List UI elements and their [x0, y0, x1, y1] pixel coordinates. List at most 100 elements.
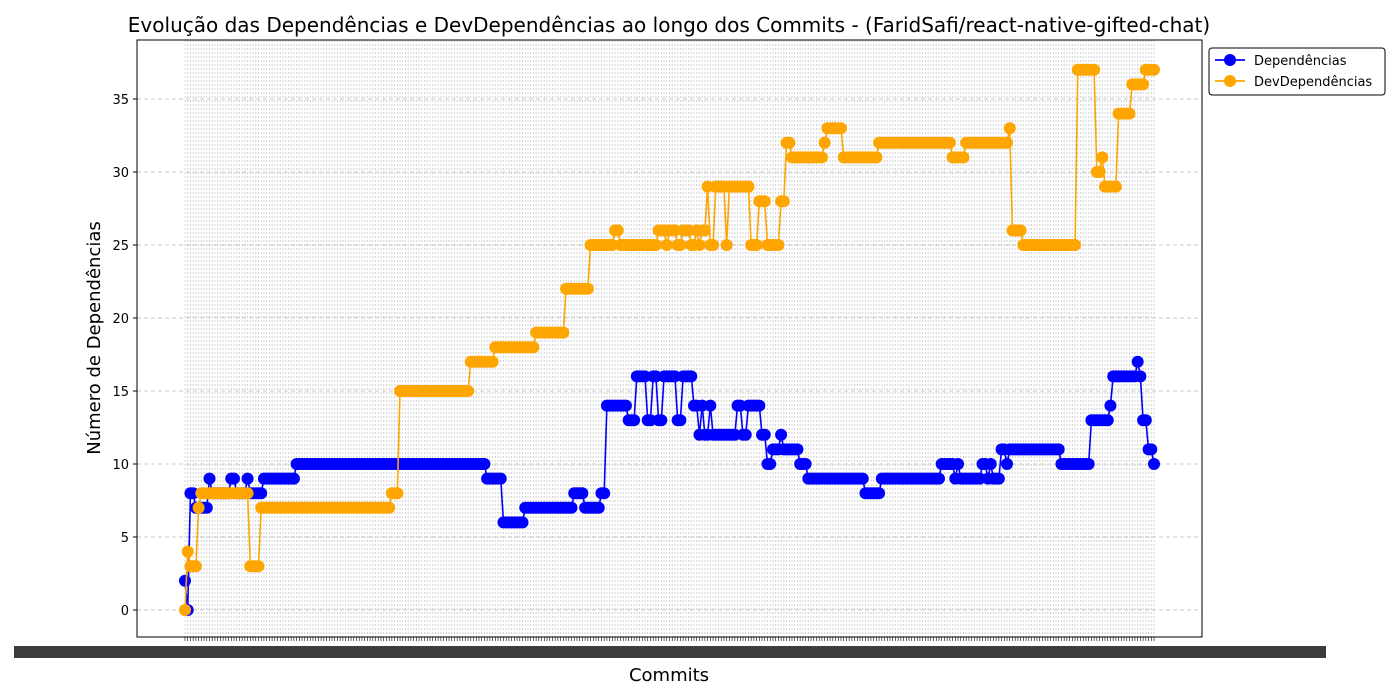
- data-point-dependencias: [1139, 414, 1152, 427]
- y-tick-label: 5: [121, 531, 129, 546]
- data-point-devdependencias: [611, 224, 624, 237]
- data-point-dependencias: [799, 458, 812, 470]
- data-point-dependencias: [655, 414, 668, 427]
- data-point-devdependencias: [943, 136, 956, 149]
- data-point-dependencias: [179, 574, 191, 587]
- data-point-devdependencias: [527, 341, 540, 354]
- legend-marker-dependencias: [1224, 54, 1236, 66]
- data-point-dependencias: [598, 487, 611, 500]
- legend-label-dependencias: Dependências: [1254, 54, 1347, 69]
- data-point-devdependencias: [1096, 151, 1109, 164]
- data-point-devdependencias: [698, 224, 711, 237]
- data-point-devdependencias: [758, 195, 771, 208]
- data-point-dependencias: [984, 458, 997, 470]
- data-point-devdependencias: [1003, 122, 1016, 135]
- data-point-dependencias: [494, 472, 507, 485]
- data-point-dependencias: [704, 399, 717, 412]
- data-point-dependencias: [592, 501, 605, 514]
- data-point-devdependencias: [818, 136, 831, 149]
- data-point-devdependencias: [462, 385, 475, 397]
- y-tick-label: 30: [112, 166, 129, 181]
- data-point-devdependencias: [649, 239, 662, 251]
- data-point-devdependencias: [241, 487, 254, 500]
- data-point-devdependencias: [252, 560, 265, 573]
- data-point-devdependencias: [707, 239, 720, 251]
- data-point-dependencias: [1145, 443, 1158, 456]
- data-point-dependencias: [1082, 458, 1095, 470]
- data-point-devdependencias: [391, 487, 404, 500]
- data-point-devdependencias: [834, 122, 847, 135]
- data-point-dependencias: [227, 472, 240, 485]
- data-point-dependencias: [1134, 370, 1147, 383]
- data-point-devdependencias: [557, 326, 570, 339]
- data-point-devdependencias: [1093, 166, 1106, 178]
- data-point-devdependencias: [1123, 107, 1136, 120]
- data-point-devdependencias: [192, 501, 205, 514]
- data-point-devdependencias: [674, 239, 687, 251]
- data-point-devdependencias: [720, 239, 733, 251]
- data-point-dependencias: [1052, 443, 1065, 456]
- y-axis-ticks: 0 5 10 15 20 25 30 35: [112, 93, 137, 619]
- data-point-devdependencias: [486, 355, 499, 368]
- data-point-devdependencias: [750, 239, 763, 251]
- data-point-devdependencias: [179, 604, 191, 616]
- data-point-dependencias: [791, 443, 804, 456]
- y-axis-label: Número de Dependências: [84, 221, 105, 455]
- data-point-dependencias: [685, 370, 698, 383]
- data-point-devdependencias: [1148, 63, 1160, 76]
- data-point-dependencias: [932, 472, 945, 485]
- data-point-dependencias: [619, 399, 632, 412]
- series-devdependencias: [179, 63, 1160, 616]
- data-point-devdependencias: [189, 560, 202, 573]
- data-point-devdependencias: [1137, 78, 1150, 91]
- data-point-dependencias: [1001, 458, 1014, 470]
- data-point-devdependencias: [581, 282, 594, 295]
- y-tick-label: 0: [121, 604, 129, 619]
- data-point-devdependencias: [660, 239, 673, 251]
- data-point-devdependencias: [815, 151, 828, 164]
- data-point-dependencias: [775, 428, 788, 441]
- data-point-dependencias: [203, 472, 216, 485]
- legend-label-devdependencias: DevDependências: [1254, 75, 1372, 90]
- data-point-dependencias: [565, 501, 578, 514]
- y-tick-label: 10: [112, 458, 129, 473]
- data-point-devdependencias: [693, 239, 706, 251]
- data-point-dependencias: [873, 487, 886, 500]
- x-axis-label: Commits: [629, 665, 709, 686]
- data-point-devdependencias: [783, 136, 796, 149]
- data-point-devdependencias: [383, 501, 396, 514]
- data-point-dependencias: [952, 458, 965, 470]
- data-point-dependencias: [287, 472, 300, 485]
- data-point-dependencias: [1104, 399, 1117, 412]
- data-point-dependencias: [516, 516, 529, 529]
- legend-marker-devdependencias: [1224, 75, 1236, 87]
- legend-box: [1208, 47, 1386, 96]
- data-point-dependencias: [1101, 414, 1114, 427]
- data-point-dependencias: [739, 428, 752, 441]
- data-point-dependencias: [576, 487, 589, 500]
- data-point-devdependencias: [181, 545, 194, 558]
- chart-title: Evolução das Dependências e DevDependênc…: [128, 13, 1210, 37]
- x-axis-ticks: [14, 637, 1326, 658]
- data-point-devdependencias: [957, 151, 970, 164]
- y-tick-label: 25: [112, 239, 129, 254]
- y-tick-label: 35: [112, 93, 129, 108]
- data-point-devdependencias: [1014, 224, 1027, 237]
- y-tick-label: 20: [112, 312, 129, 327]
- data-point-devdependencias: [777, 195, 790, 208]
- y-tick-label: 15: [112, 385, 129, 400]
- data-point-dependencias: [758, 428, 771, 441]
- data-point-dependencias: [628, 414, 641, 427]
- data-point-devdependencias: [1088, 63, 1101, 76]
- data-point-devdependencias: [1109, 180, 1122, 193]
- data-point-dependencias: [753, 399, 766, 412]
- data-point-devdependencias: [1001, 136, 1014, 149]
- data-point-dependencias: [856, 472, 869, 485]
- data-point-dependencias: [241, 472, 254, 485]
- data-point-dependencias: [1131, 355, 1144, 368]
- data-point-dependencias: [764, 458, 777, 470]
- data-point-dependencias: [255, 487, 268, 500]
- data-point-devdependencias: [870, 151, 883, 164]
